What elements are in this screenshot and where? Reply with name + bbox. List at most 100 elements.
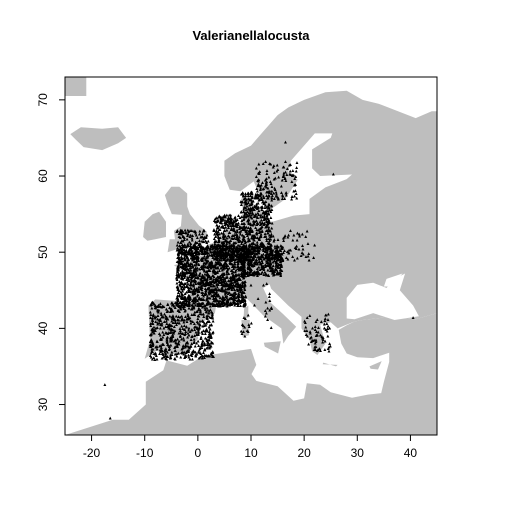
occurrence-point: ▲ [223, 287, 228, 292]
occurrence-point: ▲ [219, 302, 224, 307]
occurrence-point: ▲ [173, 345, 178, 350]
occurrence-point: ▲ [221, 281, 226, 286]
occurrence-point: ▲ [232, 285, 237, 290]
occurrence-point: ▲ [221, 284, 226, 289]
occurrence-point: ▲ [237, 299, 242, 304]
occurrence-point: ▲ [199, 258, 204, 263]
occurrence-point: ▲ [181, 235, 186, 240]
occurrence-point: ▲ [227, 253, 232, 258]
occurrence-point: ▲ [181, 265, 186, 270]
occurrence-point: ▲ [307, 314, 312, 319]
occurrence-point: ▲ [228, 285, 233, 290]
occurrence-point: ▲ [209, 253, 214, 258]
occurrence-point: ▲ [242, 251, 247, 256]
occurrence-point: ▲ [206, 268, 211, 273]
occurrence-point: ▲ [231, 294, 236, 299]
occurrence-point: ▲ [199, 278, 204, 283]
occurrence-point: ▲ [222, 266, 227, 271]
occurrence-point: ▲ [182, 271, 187, 276]
occurrence-point: ▲ [178, 295, 183, 300]
occurrence-point: ▲ [213, 279, 218, 284]
occurrence-point: ▲ [180, 296, 185, 301]
occurrence-point: ▲ [327, 349, 332, 354]
occurrence-point: ▲ [231, 241, 236, 246]
occurrence-point: ▲ [182, 302, 187, 307]
occurrence-point: ▲ [189, 272, 194, 277]
occurrence-point: ▲ [210, 291, 215, 296]
occurrence-point: ▲ [198, 243, 203, 248]
occurrence-point: ▲ [191, 245, 196, 250]
occurrence-point: ▲ [175, 294, 180, 299]
occurrence-point: ▲ [200, 275, 205, 280]
occurrence-point: ▲ [187, 270, 192, 275]
occurrence-point: ▲ [235, 288, 240, 293]
occurrence-point: ▲ [183, 262, 188, 267]
occurrence-point: ▲ [273, 176, 278, 181]
occurrence-point: ▲ [216, 281, 221, 286]
occurrence-point: ▲ [223, 279, 228, 284]
occurrence-point: ▲ [212, 219, 217, 224]
occurrence-point: ▲ [242, 304, 247, 309]
occurrence-point: ▲ [312, 244, 317, 249]
occurrence-point: ▲ [212, 249, 217, 254]
occurrence-point: ▲ [237, 253, 242, 258]
occurrence-point: ▲ [184, 291, 189, 296]
occurrence-point: ▲ [268, 162, 273, 167]
occurrence-point: ▲ [211, 253, 216, 258]
occurrence-point: ▲ [210, 303, 215, 308]
occurrence-point: ▲ [218, 263, 223, 268]
occurrence-point: ▲ [229, 254, 234, 259]
occurrence-point: ▲ [182, 252, 187, 257]
occurrence-point: ▲ [203, 283, 208, 288]
occurrence-point: ▲ [268, 262, 273, 267]
occurrence-point: ▲ [165, 332, 170, 337]
occurrence-point: ▲ [207, 292, 212, 297]
occurrence-point: ▲ [260, 270, 265, 275]
occurrence-point: ▲ [179, 261, 184, 266]
occurrence-point: ▲ [177, 293, 182, 298]
occurrence-point: ▲ [207, 289, 212, 294]
land-africa [65, 313, 437, 435]
occurrence-point: ▲ [303, 235, 308, 240]
occurrence-point: ▲ [199, 267, 204, 272]
occurrence-point: ▲ [211, 274, 216, 279]
occurrence-point: ▲ [220, 301, 225, 306]
occurrence-point: ▲ [188, 357, 193, 362]
occurrence-point: ▲ [202, 278, 207, 283]
occurrence-point: ▲ [237, 288, 242, 293]
occurrence-point: ▲ [209, 245, 214, 250]
occurrence-point: ▲ [150, 341, 155, 346]
occurrence-point: ▲ [241, 254, 246, 259]
y-tick-label: 30 [36, 398, 50, 412]
occurrence-point: ▲ [175, 256, 180, 261]
occurrence-point: ▲ [243, 194, 248, 199]
occurrence-point: ▲ [207, 274, 212, 279]
occurrence-point: ▲ [235, 280, 240, 285]
y-tick-label: 70 [36, 93, 50, 107]
occurrence-point: ▲ [200, 276, 205, 281]
occurrence-point: ▲ [231, 249, 236, 254]
occurrence-point: ▲ [192, 246, 197, 251]
occurrence-point: ▲ [180, 259, 185, 264]
occurrence-point: ▲ [224, 264, 229, 269]
occurrence-point: ▲ [225, 259, 230, 264]
occurrence-point: ▲ [217, 281, 222, 286]
occurrence-point: ▲ [180, 253, 185, 258]
occurrence-point: ▲ [238, 304, 243, 309]
occurrence-point: ▲ [192, 289, 197, 294]
occurrence-point: ▲ [205, 296, 210, 301]
occurrence-point: ▲ [224, 244, 229, 249]
occurrence-point: ▲ [228, 279, 233, 284]
occurrence-point: ▲ [197, 303, 202, 308]
occurrence-point: ▲ [210, 256, 215, 261]
occurrence-point: ▲ [203, 266, 208, 271]
occurrence-point: ▲ [242, 256, 247, 261]
occurrence-point: ▲ [203, 250, 208, 255]
occurrence-point: ▲ [208, 282, 213, 287]
occurrence-point: ▲ [220, 289, 225, 294]
occurrence-point: ▲ [102, 383, 107, 388]
occurrence-point: ▲ [181, 273, 186, 278]
occurrence-point: ▲ [211, 253, 216, 258]
occurrence-point: ▲ [221, 275, 226, 280]
occurrence-point: ▲ [234, 250, 239, 255]
